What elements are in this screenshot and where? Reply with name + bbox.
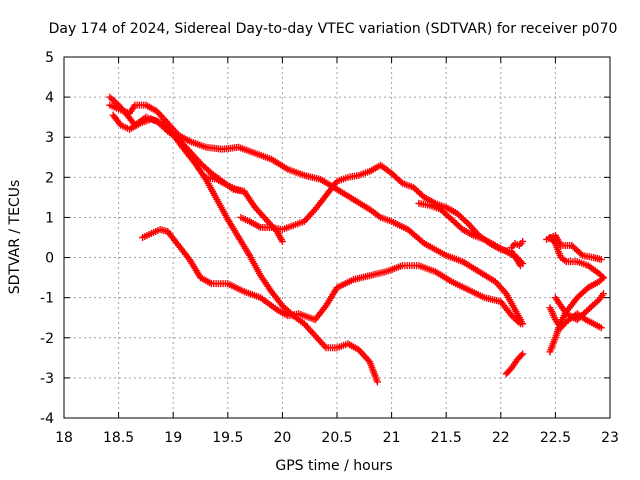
y-tick-label: 1: [45, 210, 54, 226]
data-point: [278, 238, 286, 246]
data-point: [599, 274, 607, 282]
series-track-i: [502, 350, 527, 378]
data-point: [506, 365, 514, 373]
y-tick-label: -2: [40, 331, 54, 347]
axis-ticks: 18 18.5 19 19.5 20 20.5 21 21.5 22 22.5 23543210-1…: [40, 50, 619, 446]
data-point: [550, 238, 558, 246]
series-track-h: [508, 238, 527, 252]
x-tick-label: 18: [55, 430, 73, 446]
data-point: [516, 320, 524, 328]
series-track-n: [551, 290, 607, 324]
plot-frame: [63, 56, 611, 419]
y-tick-label: -1: [40, 291, 54, 307]
data-point: [462, 218, 470, 226]
x-tick-label: 20.5: [321, 430, 352, 446]
y-tick-label: 3: [45, 130, 54, 146]
y-tick-label: 5: [45, 50, 54, 66]
y-tick-label: 4: [45, 90, 54, 106]
grid: [64, 57, 610, 418]
data-point: [598, 275, 606, 283]
data-point: [517, 351, 525, 359]
data-point: [577, 250, 585, 258]
chart-title: Day 174 of 2024, Sidereal Day-to-day VTE…: [49, 21, 618, 37]
series-track-j: [543, 231, 605, 264]
data-point: [517, 258, 525, 266]
y-tick-label: 2: [45, 170, 54, 186]
x-tick-label: 19: [164, 430, 182, 446]
x-tick-label: 21.5: [431, 430, 462, 446]
data-point: [240, 187, 248, 195]
series-track-d: [139, 225, 524, 328]
x-axis-label: GPS time / hours: [275, 458, 392, 474]
series-track-g: [202, 173, 248, 195]
y-tick-label: 0: [45, 251, 54, 267]
data-point: [519, 350, 527, 358]
x-tick-label: 20: [273, 430, 291, 446]
y-tick-label: -4: [40, 411, 54, 427]
data-point: [373, 378, 381, 386]
data-point: [106, 93, 114, 101]
x-tick-label: 19.5: [212, 430, 243, 446]
y-axis-label: SDTVAR / TECUs: [7, 180, 23, 295]
series-track-a: [106, 101, 527, 328]
series-track-m: [546, 304, 605, 332]
data-point: [397, 178, 405, 186]
x-tick-label: 18.5: [103, 430, 134, 446]
data-point: [597, 256, 605, 264]
x-tick-label: 22.5: [540, 430, 571, 446]
data-point: [108, 95, 116, 103]
data-point: [597, 324, 605, 332]
series-track-f: [415, 199, 527, 268]
x-tick-label: 23: [601, 430, 619, 446]
data-point: [519, 238, 527, 246]
x-tick-label: 21: [383, 430, 401, 446]
y-tick-label: -3: [40, 371, 54, 387]
data-points: [106, 93, 607, 386]
x-tick-label: 22: [492, 430, 510, 446]
data-point: [519, 260, 527, 268]
data-point: [599, 290, 607, 298]
data-point: [109, 96, 117, 104]
